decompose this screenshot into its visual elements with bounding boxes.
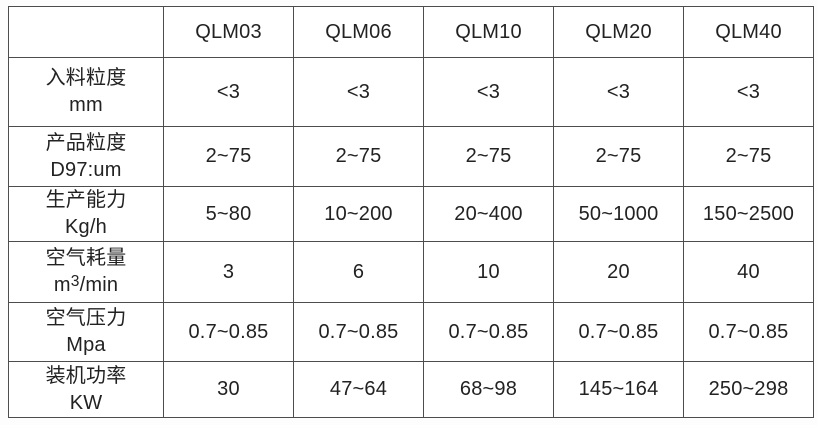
cell-production-capacity-qlm20: 50~1000 <box>553 186 684 242</box>
row-label-production-capacity: 生产能力 Kg/h <box>8 186 164 242</box>
cell-product-size-qlm06: 2~75 <box>293 126 424 187</box>
row-label-line: 入料粒度 <box>45 67 127 89</box>
cell-production-capacity-qlm10: 20~400 <box>423 186 554 242</box>
row-label-product-size: 产品粒度 D97:um <box>8 126 164 187</box>
row-label-air-consumption: 空气耗量 m3/min <box>8 241 164 303</box>
unit-rest: /min <box>79 274 119 296</box>
cell-installed-power-qlm03: 30 <box>163 361 294 418</box>
cell-air-pressure-qlm03: 0.7~0.85 <box>163 302 294 362</box>
cell-air-pressure-qlm20: 0.7~0.85 <box>553 302 684 362</box>
row-label-line: D97:um <box>50 158 122 181</box>
model-header-qlm06: QLM06 <box>293 6 424 58</box>
row-label-feed-size: 入料粒度 mm <box>8 57 164 127</box>
cell-air-consumption-qlm10: 10 <box>423 241 554 303</box>
cell-air-pressure-qlm40: 0.7~0.85 <box>683 302 814 362</box>
cell-feed-size-qlm10: <3 <box>423 57 554 127</box>
cell-installed-power-qlm40: 250~298 <box>683 361 814 418</box>
cell-feed-size-qlm40: <3 <box>683 57 814 127</box>
corner-cell <box>8 6 164 58</box>
cell-air-pressure-qlm06: 0.7~0.85 <box>293 302 424 362</box>
cell-air-pressure-qlm10: 0.7~0.85 <box>423 302 554 362</box>
row-label-line: mm <box>69 94 103 116</box>
cell-product-size-qlm40: 2~75 <box>683 126 814 187</box>
model-header-qlm40: QLM40 <box>683 6 814 58</box>
model-header-qlm03: QLM03 <box>163 6 294 58</box>
cell-feed-size-qlm20: <3 <box>553 57 684 127</box>
row-label-installed-power: 装机功率 KW <box>8 361 164 418</box>
header-row: QLM03 QLM06 QLM10 QLM20 QLM40 <box>8 6 814 58</box>
table-row-feed-size: 入料粒度 mm <3 <3 <3 <3 <3 <box>8 57 814 127</box>
row-label-air-pressure: 空气压力 Mpa <box>8 302 164 362</box>
cell-air-consumption-qlm06: 6 <box>293 241 424 303</box>
cell-installed-power-qlm20: 145~164 <box>553 361 684 418</box>
cell-product-size-qlm03: 2~75 <box>163 126 294 187</box>
table-row-installed-power: 装机功率 KW 30 47~64 68~98 145~164 250~298 <box>8 361 814 418</box>
cell-air-consumption-qlm20: 20 <box>553 241 684 303</box>
row-label-line: Kg/h <box>65 216 107 238</box>
cell-feed-size-qlm06: <3 <box>293 57 424 127</box>
table-row-product-size: 产品粒度 D97:um 2~75 2~75 2~75 2~75 2~75 <box>8 126 814 187</box>
row-label-line: 装机功率 <box>45 364 127 387</box>
cell-feed-size-qlm03: <3 <box>163 57 294 127</box>
model-header-qlm10: QLM10 <box>423 6 554 58</box>
table-row-air-consumption: 空气耗量 m3/min 3 6 10 20 40 <box>8 241 814 303</box>
cell-installed-power-qlm10: 68~98 <box>423 361 554 418</box>
cell-production-capacity-qlm06: 10~200 <box>293 186 424 242</box>
model-header-qlm20: QLM20 <box>553 6 684 58</box>
cell-air-consumption-qlm03: 3 <box>163 241 294 303</box>
row-label-line: 生产能力 <box>45 189 127 211</box>
row-label-line: 产品粒度 <box>45 131 127 154</box>
row-label-line: Mpa <box>66 334 106 356</box>
row-label-line: 空气耗量 <box>45 247 127 269</box>
spec-table: QLM03 QLM06 QLM10 QLM20 QLM40 入料粒度 mm <3 <3 <3 <3… <box>8 6 814 418</box>
row-label-line: 空气压力 <box>45 307 127 329</box>
table-row-air-pressure: 空气压力 Mpa 0.7~0.85 0.7~0.85 0.7~0.85 0.7~0.85 0… <box>8 302 814 362</box>
cell-product-size-qlm20: 2~75 <box>553 126 684 187</box>
cell-product-size-qlm10: 2~75 <box>423 126 554 187</box>
cell-production-capacity-qlm03: 5~80 <box>163 186 294 242</box>
row-label-line: m3/min <box>13 272 159 299</box>
cell-installed-power-qlm06: 47~64 <box>293 361 424 418</box>
unit-base: m <box>53 274 71 296</box>
unit-superscript: 3 <box>70 273 80 290</box>
cell-production-capacity-qlm40: 150~2500 <box>683 186 814 242</box>
row-label-line: KW <box>69 391 103 414</box>
spec-table-body: 入料粒度 mm <3 <3 <3 <3 <3 产品粒度 D97:um 2~75 2~75 2~75 2~… <box>8 57 814 418</box>
spec-table-container: QLM03 QLM06 QLM10 QLM20 QLM40 入料粒度 mm <3 <3 <3 <3… <box>8 6 814 418</box>
cell-air-consumption-qlm40: 40 <box>683 241 814 303</box>
table-row-production-capacity: 生产能力 Kg/h 5~80 10~200 20~400 50~1000 150~2500 <box>8 186 814 242</box>
